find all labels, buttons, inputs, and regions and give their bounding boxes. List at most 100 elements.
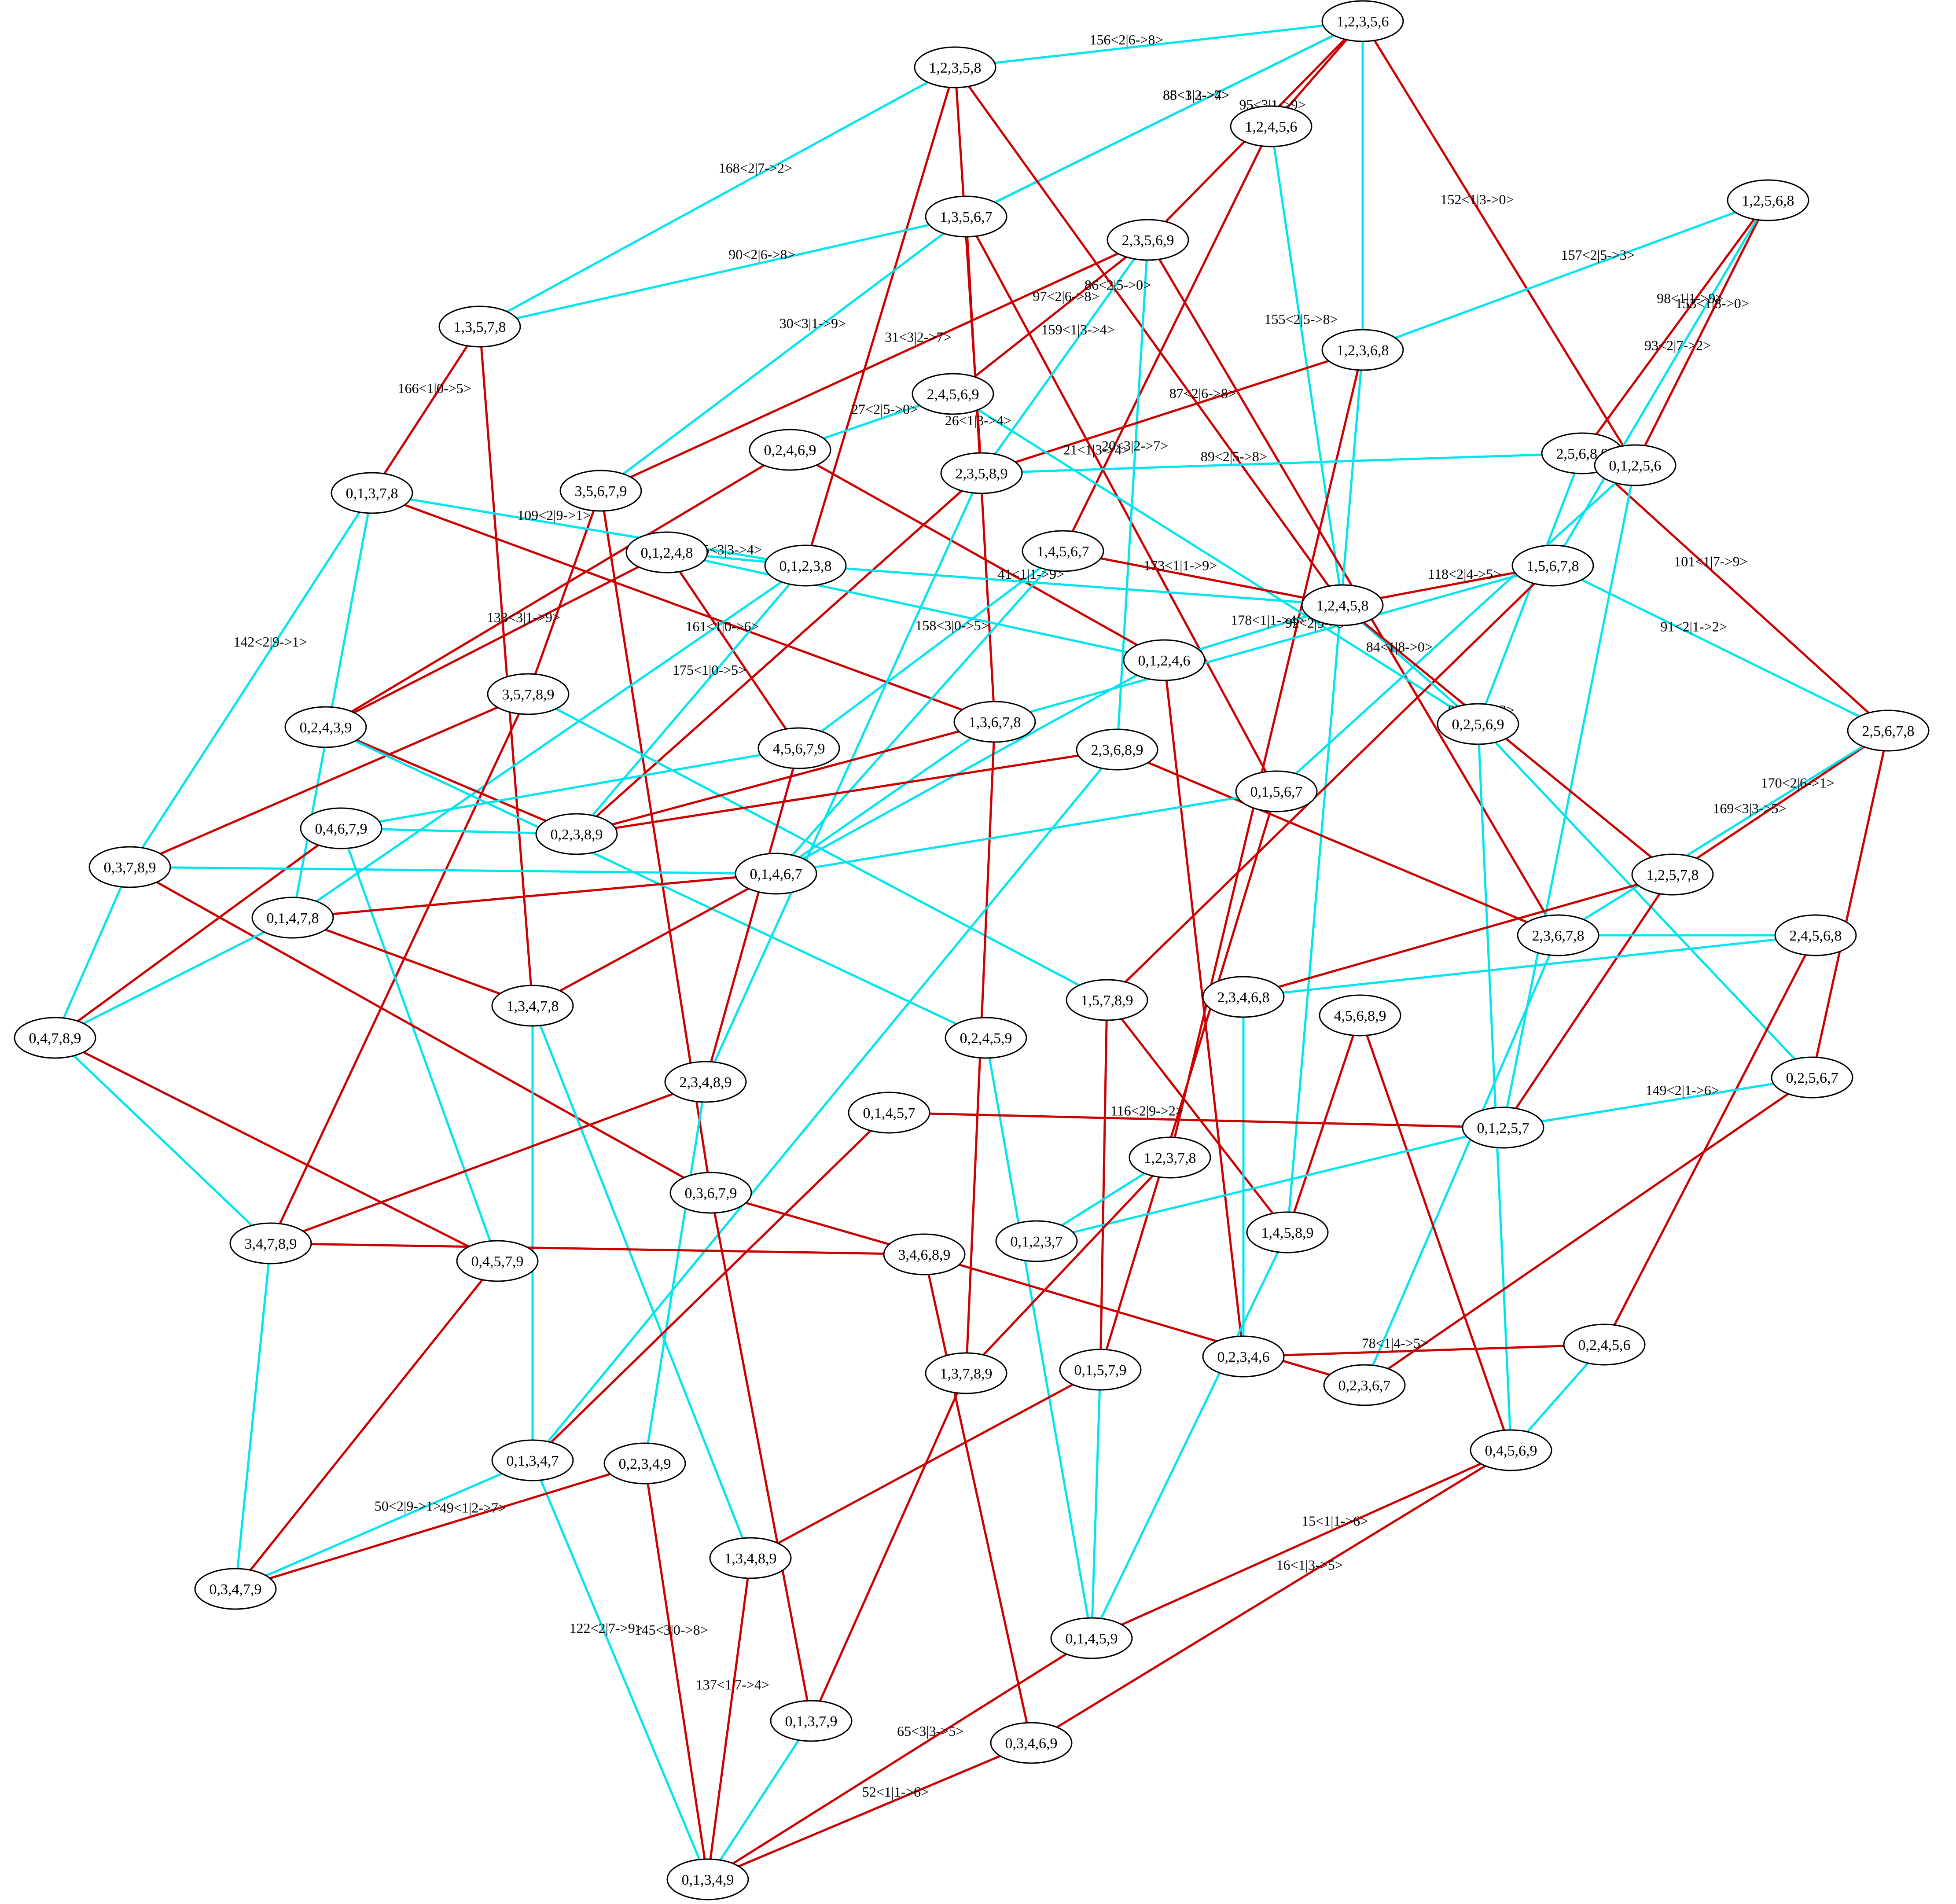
node-1-2-3-5-8[interactable]: 1,2,3,5,8 xyxy=(914,46,996,88)
node-0-1-5-7-9[interactable]: 0,1,5,7,9 xyxy=(1059,1349,1142,1391)
node-4-5-6-8-9[interactable]: 4,5,6,8,9 xyxy=(1319,994,1401,1037)
edge-4-5-6-8-9-to-0-4-5-6-9 xyxy=(1359,1015,1512,1451)
node-1-4-5-8-9[interactable]: 1,4,5,8,9 xyxy=(1246,1211,1329,1253)
node-0-1-4-5-7[interactable]: 0,1,4,5,7 xyxy=(848,1092,930,1134)
node-1-2-4-5-8[interactable]: 1,2,4,5,8 xyxy=(1301,584,1384,626)
node-ellipse xyxy=(1235,770,1318,812)
node-label: 4,5,6,8,9 xyxy=(1334,1008,1386,1024)
node-1-3-5-6-7[interactable]: 1,3,5,6,7 xyxy=(925,195,1007,238)
edge-0-1-2-4-6-to-0-2-3-4-6 xyxy=(1163,660,1245,1357)
node-label: 0,1,4,7,8 xyxy=(267,910,319,926)
node-2-3-4-6-8[interactable]: 2,3,4,6,8 xyxy=(1202,976,1285,1018)
node-0-2-4-6-9[interactable]: 0,2,4,6,9 xyxy=(749,429,831,471)
node-2-4-5-6-8[interactable]: 2,4,5,6,8 xyxy=(1774,914,1857,956)
node-label: 3,4,6,8,9 xyxy=(898,1247,951,1263)
node-1-5-7-8-9[interactable]: 1,5,7,8,9 xyxy=(1066,979,1148,1021)
node-0-4-5-6-9[interactable]: 0,4,5,6,9 xyxy=(1470,1429,1552,1471)
node-1-2-4-5-6[interactable]: 1,2,4,5,6 xyxy=(1230,105,1313,147)
node-0-2-3-8-9[interactable]: 0,2,3,8,9 xyxy=(535,813,618,855)
node-0-2-4-3-9[interactable]: 0,2,4,3,9 xyxy=(284,706,367,748)
edge-0-1-4-5-7-to-0-1-3-4-7 xyxy=(532,1112,890,1461)
node-1-5-6-7-8[interactable]: 1,5,6,7,8 xyxy=(1511,544,1594,587)
node-0-2-5-6-7[interactable]: 0,2,5,6,7 xyxy=(1771,1056,1853,1099)
node-label: 0,1,2,3,8 xyxy=(779,558,832,574)
node-3-4-6-8-9[interactable]: 3,4,6,8,9 xyxy=(883,1233,966,1275)
node-0-1-3-4-9[interactable]: 0,1,3,4,9 xyxy=(666,1858,749,1900)
node-ellipse xyxy=(912,373,994,415)
node-4-5-6-7-9[interactable]: 4,5,6,7,9 xyxy=(757,727,840,769)
node-0-1-2-3-8[interactable]: 0,1,2,3,8 xyxy=(764,544,847,587)
node-1-3-7-8-9[interactable]: 1,3,7,8,9 xyxy=(925,1352,1007,1394)
edge-1-5-6-7-8-to-1-3-6-7-8 xyxy=(994,564,1553,723)
edge-2-3-6-7-8-to-0-2-3-6-7 xyxy=(1363,935,1559,1386)
node-0-1-3-4-7[interactable]: 0,1,3,4,7 xyxy=(491,1439,574,1481)
edge-1-2-5-6-8-to-1-5-6-7-8 xyxy=(1552,199,1769,566)
edge-3-4-6-8-9-to-0-3-4-6-9 xyxy=(923,1254,1033,1743)
node-ellipse xyxy=(88,846,171,888)
node-0-1-2-3-7[interactable]: 0,1,2,3,7 xyxy=(995,1220,1078,1262)
node-1-2-5-6-8[interactable]: 1,2,5,6,8 xyxy=(1727,179,1809,221)
node-0-3-7-8-9[interactable]: 0,3,7,8,9 xyxy=(88,846,171,888)
node-label: 0,2,3,4,6 xyxy=(1217,1349,1270,1365)
node-0-1-4-5-9[interactable]: 0,1,4,5,9 xyxy=(1050,1617,1133,1659)
node-2-3-6-7-8[interactable]: 2,3,6,7,8 xyxy=(1517,914,1599,956)
edge-0-1-3-7-9-to-0-1-3-4-9 xyxy=(706,1720,813,1880)
node-0-1-3-7-8[interactable]: 0,1,3,7,8 xyxy=(331,472,413,514)
node-0-1-2-5-6[interactable]: 0,1,2,5,6 xyxy=(1594,444,1677,486)
node-2-4-5-6-9[interactable]: 2,4,5,6,9 xyxy=(912,373,994,415)
node-ellipse xyxy=(1323,1364,1406,1406)
node-0-1-3-7-9[interactable]: 0,1,3,7,9 xyxy=(770,1700,853,1742)
node-3-4-7-8-9[interactable]: 3,4,7,8,9 xyxy=(229,1222,312,1264)
node-ellipse xyxy=(491,985,574,1027)
node-0-2-3-6-7[interactable]: 0,2,3,6,7 xyxy=(1323,1364,1406,1406)
node-0-4-6-7-9[interactable]: 0,4,6,7,9 xyxy=(300,807,382,849)
node-0-2-4-5-9[interactable]: 0,2,4,5,9 xyxy=(945,1017,1027,1059)
edge-0-1-3-7-8-to-0-1-2-3-8 xyxy=(371,492,806,567)
node-3-5-6-7-9[interactable]: 3,5,6,7,9 xyxy=(559,470,642,512)
node-0-3-4-7-9[interactable]: 0,3,4,7,9 xyxy=(194,1568,277,1610)
node-2-3-5-8-9[interactable]: 2,3,5,8,9 xyxy=(940,452,1023,494)
node-2-5-6-7-8[interactable]: 2,5,6,7,8 xyxy=(1847,709,1930,752)
node-0-2-3-4-9[interactable]: 0,2,3,4,9 xyxy=(603,1442,686,1485)
node-0-2-4-5-6[interactable]: 0,2,4,5,6 xyxy=(1563,1323,1646,1366)
node-3-5-7-8-9[interactable]: 3,5,7,8,9 xyxy=(487,673,570,715)
node-0-4-7-8-9[interactable]: 0,4,7,8,9 xyxy=(14,1017,96,1059)
edge-label: 88<3|2->7> xyxy=(1163,87,1229,103)
node-2-3-6-8-9[interactable]: 2,3,6,8,9 xyxy=(1076,728,1158,771)
edge-1-2-5-7-8-to-2-3-4-6-8 xyxy=(1243,873,1673,998)
node-1-3-4-8-9[interactable]: 1,3,4,8,9 xyxy=(709,1537,792,1579)
node-0-1-4-6-7[interactable]: 0,1,4,6,7 xyxy=(735,853,817,895)
edge-1-5-7-8-9-to-1-4-5-8-9 xyxy=(1106,999,1288,1233)
edge-0-1-4-6-7-to-1-3-4-7-8 xyxy=(532,872,777,1007)
node-0-2-3-4-6[interactable]: 0,2,3,4,6 xyxy=(1202,1335,1285,1378)
node-0-1-5-6-7[interactable]: 0,1,5,6,7 xyxy=(1235,770,1318,812)
node-0-1-2-4-8[interactable]: 0,1,2,4,8 xyxy=(625,531,708,573)
node-2-3-5-6-9[interactable]: 2,3,5,6,9 xyxy=(1107,219,1189,261)
node-0-1-2-5-7[interactable]: 0,1,2,5,7 xyxy=(1462,1106,1544,1149)
edge-0-1-3-7-8-to-1-3-6-7-8 xyxy=(371,492,995,723)
node-ellipse xyxy=(990,1722,1073,1764)
node-1-2-3-5-6[interactable]: 1,2,3,5,6 xyxy=(1321,0,1404,42)
node-ellipse xyxy=(625,531,708,573)
node-1-3-5-7-8[interactable]: 1,3,5,7,8 xyxy=(438,305,521,348)
node-1-3-4-7-8[interactable]: 1,3,4,7,8 xyxy=(491,985,574,1027)
node-0-3-6-7-9[interactable]: 0,3,6,7,9 xyxy=(669,1172,752,1214)
node-0-1-4-7-8[interactable]: 0,1,4,7,8 xyxy=(251,897,334,939)
node-1-4-5-6-7[interactable]: 1,4,5,6,7 xyxy=(1022,530,1104,572)
edge-3-4-7-8-9-to-3-4-6-8-9 xyxy=(270,1242,925,1256)
node-1-2-5-7-8[interactable]: 1,2,5,7,8 xyxy=(1631,853,1714,896)
edge-2-5-6-7-8-to-1-2-5-7-8 xyxy=(1672,729,1889,876)
node-0-3-4-6-9[interactable]: 0,3,4,6,9 xyxy=(990,1722,1073,1764)
node-ellipse xyxy=(1022,530,1104,572)
node-label: 2,3,4,6,8 xyxy=(1217,989,1270,1006)
node-1-3-6-7-8[interactable]: 1,3,6,7,8 xyxy=(953,701,1036,743)
node-2-3-4-8-9[interactable]: 2,3,4,8,9 xyxy=(664,1061,747,1103)
node-0-4-5-7-9[interactable]: 0,4,5,7,9 xyxy=(456,1240,539,1282)
edge-1-3-5-7-8-to-1-3-4-7-8 xyxy=(478,326,534,1006)
node-ellipse xyxy=(925,195,1007,238)
node-0-1-2-4-6[interactable]: 0,1,2,4,6 xyxy=(1123,639,1206,681)
node-1-2-3-7-8[interactable]: 1,2,3,7,8 xyxy=(1129,1136,1211,1179)
node-1-2-3-6-8[interactable]: 1,2,3,6,8 xyxy=(1321,329,1404,371)
node-0-2-5-6-9[interactable]: 0,2,5,6,9 xyxy=(1437,703,1519,745)
edge-label: 21<1|3->4> xyxy=(1063,442,1129,458)
